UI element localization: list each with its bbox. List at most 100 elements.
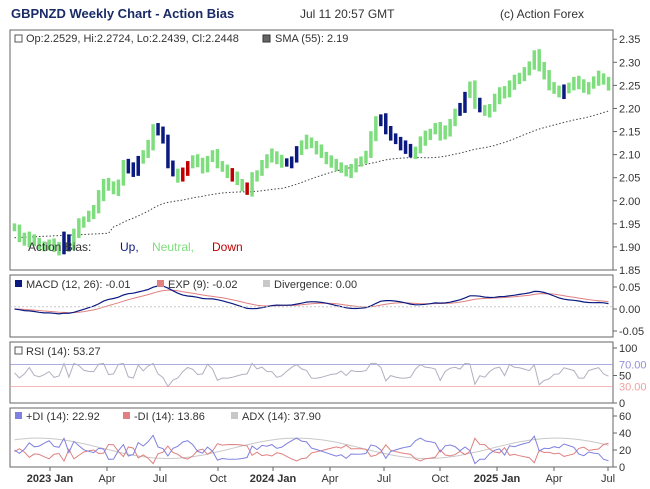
price-bar bbox=[205, 155, 210, 173]
price-bar bbox=[319, 144, 324, 158]
x-tick-label: Apr bbox=[321, 473, 338, 485]
exp-line bbox=[14, 289, 609, 314]
price-bar bbox=[136, 155, 140, 176]
price-bar bbox=[309, 137, 314, 149]
sma-line bbox=[14, 110, 609, 239]
price-bar bbox=[190, 155, 195, 169]
price-bar bbox=[235, 171, 239, 186]
price-bar bbox=[507, 80, 512, 98]
rsi-ytick-label: 0 bbox=[619, 398, 625, 410]
plus-di-line bbox=[14, 434, 609, 465]
macd-legend-swatch bbox=[15, 280, 22, 287]
price-bar bbox=[151, 124, 155, 151]
price-bar bbox=[527, 61, 532, 76]
price-bar bbox=[116, 179, 121, 196]
price-bar bbox=[354, 158, 358, 173]
price-bar bbox=[443, 125, 447, 140]
price-bar bbox=[324, 151, 329, 165]
rsi-line bbox=[14, 361, 609, 388]
price-bar bbox=[131, 162, 136, 177]
price-bar bbox=[67, 234, 71, 252]
price-bar bbox=[334, 158, 338, 172]
price-bar bbox=[265, 154, 269, 169]
price-bar bbox=[428, 128, 433, 141]
adx-legend-swatch bbox=[231, 412, 238, 419]
exp-legend: EXP (9): -0.02 bbox=[168, 279, 238, 291]
x-tick-label: 2023 Jan bbox=[27, 473, 74, 485]
price-bar bbox=[369, 131, 373, 158]
price-bar bbox=[210, 150, 215, 162]
panel-frame-rsi bbox=[9, 341, 614, 404]
price-bar bbox=[478, 97, 482, 113]
minus-di-line bbox=[14, 437, 609, 465]
macd-ytick-label: 0.00 bbox=[619, 304, 640, 316]
price-ytick-label: 1.95 bbox=[619, 219, 640, 231]
price-bar bbox=[57, 241, 61, 256]
ohlc-legend: Op:2.2529, Hi:2.2724, Lo:2.2439, Cl:2.24… bbox=[26, 33, 239, 45]
price-bar bbox=[398, 136, 403, 151]
price-bar bbox=[596, 70, 601, 86]
panel-frame-price bbox=[9, 29, 614, 271]
price-bar bbox=[453, 108, 457, 127]
adx-legend: ADX (14): 37.90 bbox=[242, 411, 321, 423]
price-bar bbox=[359, 156, 363, 167]
price-bar bbox=[601, 73, 606, 85]
price-bar bbox=[542, 61, 546, 80]
x-tick-label: Oct bbox=[209, 473, 226, 485]
price-bar bbox=[171, 160, 175, 177]
price-bar bbox=[245, 182, 249, 195]
price-bar bbox=[22, 232, 27, 246]
divergence-legend: Divergence: 0.00 bbox=[274, 279, 357, 291]
x-tick-label: Apr bbox=[98, 473, 115, 485]
price-bar bbox=[101, 178, 106, 202]
price-bar bbox=[166, 134, 170, 169]
price-bar bbox=[141, 150, 145, 164]
chart-datetime: Jul 11 20:57 GMT bbox=[300, 7, 395, 21]
rsi-ytick-label: 100 bbox=[619, 343, 637, 355]
price-bar bbox=[473, 80, 477, 109]
price-bar bbox=[106, 177, 111, 191]
bias-down-label: Down bbox=[212, 240, 243, 254]
price-bar bbox=[413, 146, 418, 160]
price-bar bbox=[393, 133, 398, 145]
price-bar bbox=[111, 181, 116, 195]
price-bar bbox=[17, 224, 22, 243]
price-ytick-label: 2.35 bbox=[619, 34, 640, 46]
x-tick-label: 2024 Jan bbox=[250, 473, 297, 485]
sma-legend: SMA (55): 2.19 bbox=[275, 33, 348, 45]
price-bar bbox=[32, 234, 37, 247]
price-bar bbox=[299, 140, 304, 155]
price-bar bbox=[463, 91, 467, 113]
price-bar bbox=[572, 76, 576, 91]
price-bar bbox=[586, 82, 591, 95]
price-ytick-label: 2.25 bbox=[619, 80, 640, 92]
bias-up-label: Up, bbox=[120, 240, 139, 254]
price-bar bbox=[438, 121, 442, 141]
panel-frame-dmi bbox=[9, 407, 614, 468]
price-bar bbox=[270, 148, 274, 163]
price-bar bbox=[42, 241, 46, 252]
price-ytick-label: 1.85 bbox=[619, 265, 640, 277]
macd-ytick-label: -0.05 bbox=[619, 326, 644, 338]
minus-di-legend: -DI (14): 13.86 bbox=[134, 411, 205, 423]
price-bar bbox=[388, 126, 393, 141]
price-bar bbox=[121, 159, 126, 186]
price-bar bbox=[280, 154, 284, 168]
price-bar bbox=[314, 140, 319, 155]
price-ytick-label: 2.20 bbox=[619, 103, 640, 115]
price-bar bbox=[557, 85, 561, 98]
price-bar bbox=[62, 231, 66, 255]
price-bar bbox=[146, 139, 150, 158]
price-bar bbox=[502, 86, 507, 99]
price-bar bbox=[176, 168, 180, 183]
price-bar bbox=[418, 136, 423, 154]
price-bar bbox=[562, 84, 566, 100]
price-bar bbox=[423, 130, 428, 146]
price-bar bbox=[215, 149, 220, 169]
price-bar bbox=[12, 223, 17, 232]
price-bar bbox=[344, 165, 348, 177]
price-bar bbox=[522, 67, 527, 82]
rsi-70-label: 70.00 bbox=[619, 360, 647, 372]
